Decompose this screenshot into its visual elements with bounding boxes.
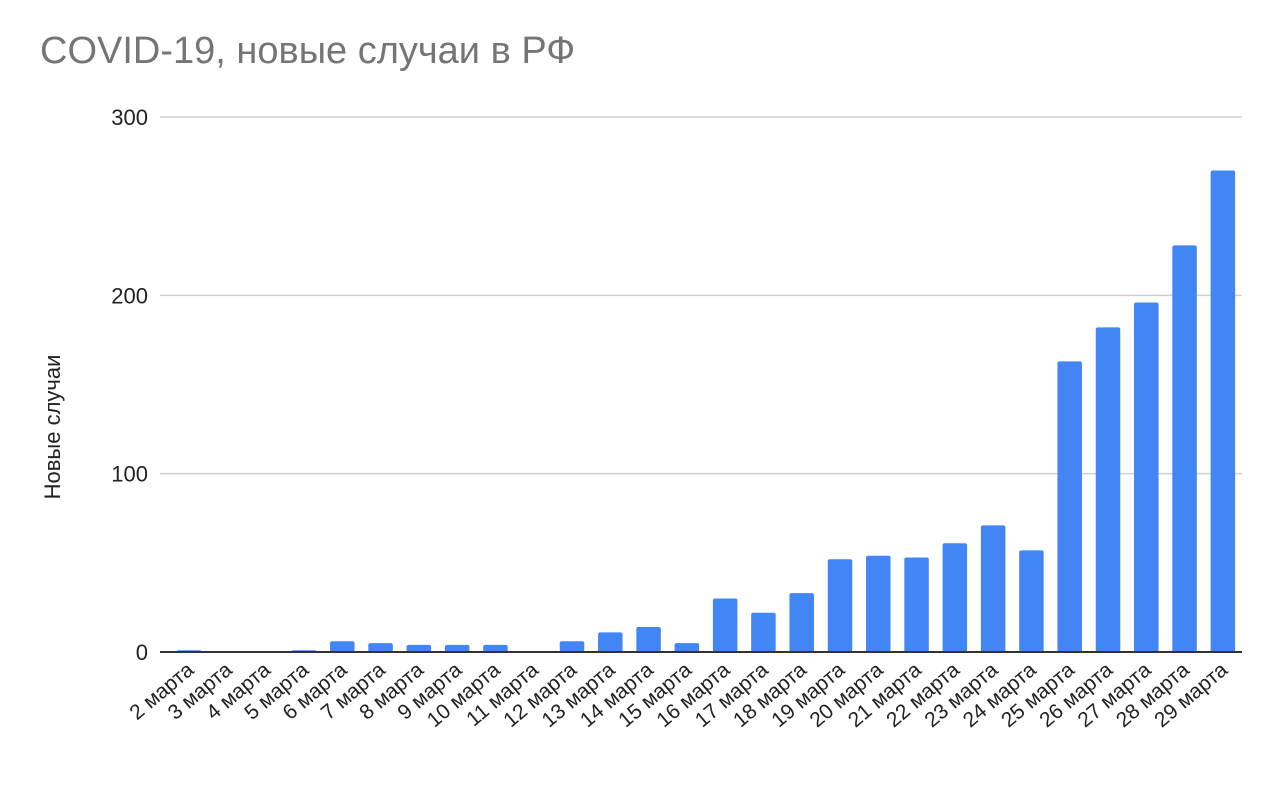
- bar: [789, 593, 814, 652]
- bar: [483, 644, 508, 652]
- bar: [406, 644, 432, 652]
- bar: [330, 641, 355, 652]
- bar: [904, 557, 929, 652]
- bar: [1095, 327, 1121, 652]
- y-axis-label: Новые случаи: [40, 355, 65, 500]
- bar: [559, 641, 585, 652]
- y-tick-label: 100: [111, 462, 148, 487]
- y-tick-label: 200: [111, 283, 148, 308]
- bar: [712, 598, 738, 652]
- bar: [980, 525, 1006, 652]
- bar: [1057, 361, 1082, 652]
- bar: [1172, 245, 1197, 652]
- y-axis-ticks: 0 100 200 300: [111, 105, 148, 665]
- bar: [942, 543, 968, 652]
- bar: [1134, 302, 1159, 652]
- bar: [1019, 550, 1044, 652]
- bar: [636, 627, 661, 652]
- bar: [368, 643, 393, 652]
- bar: [1210, 170, 1236, 652]
- y-tick-label: 0: [136, 640, 148, 665]
- bar: [674, 643, 700, 652]
- bar: [827, 559, 853, 652]
- bar: [444, 644, 470, 652]
- chart-title: COVID-19, новые случаи в РФ: [40, 30, 576, 72]
- bars: [176, 170, 1236, 652]
- bar: [751, 612, 776, 652]
- y-tick-label: 300: [111, 105, 148, 130]
- bar: [866, 555, 891, 652]
- bar: [598, 632, 623, 652]
